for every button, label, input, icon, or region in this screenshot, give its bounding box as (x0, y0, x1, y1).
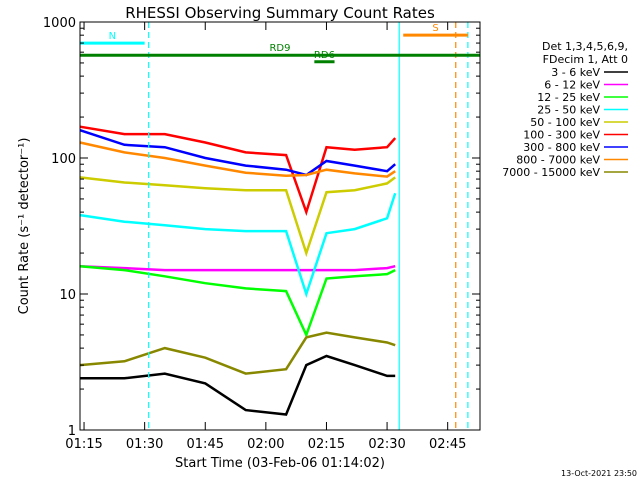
legend-label-7: 300 - 800 keV (523, 141, 600, 154)
x-tick-label-2: 01:30 (126, 437, 163, 452)
chart-title: RHESSI Observing Summary Count Rates (125, 4, 435, 22)
legend-label-8: 800 - 7000 keV (516, 154, 600, 167)
x-tick-label-6: 02:30 (368, 437, 405, 452)
x-tick-label-1: 01:15 (65, 437, 102, 452)
y-tick-label-1: 1 (68, 424, 76, 439)
x-axis: 01:15 01:30 01:45 02:00 02:15 02:30 02:45 (65, 22, 466, 452)
x-tick-label-5: 02:15 (308, 437, 345, 452)
y-tick-label-3: 100 (51, 152, 76, 167)
legend: Det 1,3,4,5,6,9, FDecim 1, Att 0 3 - 6 k… (502, 40, 628, 179)
series-line-2 (79, 264, 396, 272)
y-axis: 1 10 100 1000 (43, 16, 480, 439)
series-line-7 (79, 129, 397, 177)
footer-timestamp: 13-Oct-2021 23:50 (561, 469, 637, 478)
plot-frame (79, 21, 481, 431)
annotation-label-2: S (432, 23, 438, 34)
series-line-9 (79, 331, 396, 375)
legend-label-1: 3 - 6 keV (551, 66, 600, 79)
x-axis-label: Start Time (03-Feb-06 01:14:02) (175, 456, 385, 471)
y-axis-label: Count Rate (s⁻¹ detector⁻¹) (17, 138, 32, 315)
legend-label-9: 7000 - 15000 keV (502, 166, 600, 179)
legend-header-line-1: Det 1,3,4,5,6,9, (542, 40, 628, 53)
series-layer (79, 125, 397, 416)
series-line-8 (79, 141, 396, 178)
x-tick-label-7: 02:45 (429, 437, 466, 452)
series-line-5 (79, 176, 396, 258)
legend-label-6: 100 - 300 keV (523, 129, 600, 142)
legend-label-3: 12 - 25 keV (537, 91, 600, 104)
x-tick-label-4: 02:00 (247, 437, 284, 452)
legend-label-5: 50 - 100 keV (530, 116, 600, 129)
y-tick-label-4: 1000 (43, 16, 76, 31)
series-line-3 (79, 264, 396, 339)
legend-header-line-2: FDecim 1, Att 0 (543, 53, 628, 66)
annotation-label-1: N (109, 31, 116, 42)
series-line-4 (79, 192, 397, 299)
x-tick-label-3: 01:45 (187, 437, 224, 452)
annotation-label-4: RD9 (269, 43, 290, 54)
series-line-6 (79, 125, 397, 217)
legend-label-4: 25 - 50 keV (537, 104, 600, 117)
series-line-1 (80, 354, 396, 416)
y-tick-label-2: 10 (59, 288, 76, 303)
annotation-layer: NSRD6RD9 (80, 22, 480, 430)
legend-label-2: 6 - 12 keV (544, 79, 600, 92)
